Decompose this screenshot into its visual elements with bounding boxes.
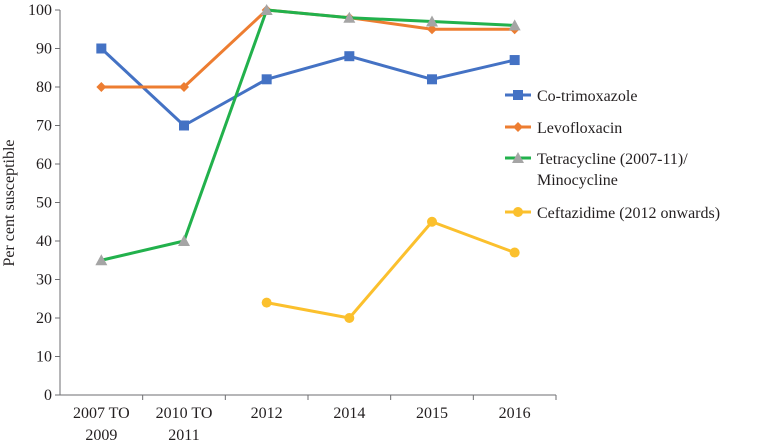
x-tick-label: 2014 [333,405,365,422]
chart-axes: 0 10 20 30 40 50 60 70 80 90 100 2007 TO 2009 2010 TO… [28,2,557,444]
legend-swatch-marker [513,122,523,132]
data-point [427,74,437,85]
series-line [100,8,515,262]
legend-item: Co-trimoxazole [505,88,637,105]
data-point [260,4,273,15]
data-point [261,297,272,308]
y-tick-label: 50 [36,195,52,212]
legend-item: Ceftazidime (2012 onwards) [505,205,720,222]
y-tick-label: 80 [36,79,52,96]
x-tick-label: 2015 [416,405,448,422]
data-point [508,19,521,31]
data-point [179,120,189,131]
y-tick-label: 0 [44,387,52,404]
legend-swatch-marker [513,207,523,217]
series-3 [261,216,520,323]
legend-label: Tetracycline (2007-11)/Minocycline [537,151,688,189]
legend-swatch-marker [512,152,524,163]
y-tick-label: 30 [36,272,52,289]
legend-label: Ceftazidime (2012 onwards) [537,205,720,222]
chart-series [95,4,521,323]
data-point [344,51,355,62]
legend-label: Levofloxacin [537,120,622,137]
x-tick-label: 2007 TO 2009 [73,405,130,444]
data-point [509,247,520,258]
data-point [344,313,355,323]
y-tick-label: 70 [36,118,52,135]
y-tick-label: 40 [36,233,52,250]
data-point [427,24,437,35]
chart-legend: Co-trimoxazole Levofloxacin Tetracycline (… [505,88,720,222]
data-point [261,74,272,85]
y-tick-label: 20 [36,310,52,327]
series-2 [95,4,521,266]
x-tick-label: 2012 [251,405,283,422]
data-point [343,11,356,23]
data-point [96,43,107,54]
y-tick-label: 100 [28,2,52,19]
series-1 [96,5,520,92]
legend-label: Co-trimoxazole [537,88,637,105]
data-point [178,235,190,246]
data-point [179,82,189,92]
data-point [427,216,437,227]
data-point [95,254,108,266]
data-point [426,15,438,27]
y-tick-label: 60 [36,156,52,173]
legend-item: Tetracycline (2007-11)/Minocycline [505,151,688,189]
y-axis-label: Per cent susceptible [1,139,18,266]
series-0 [96,43,520,131]
x-tick-label: 2010 TO 2011 [156,405,213,444]
series-line [100,47,516,127]
x-tick-label: 2016 [499,405,531,422]
data-point [96,82,107,92]
legend-item: Levofloxacin [505,120,622,137]
data-point [509,55,520,66]
y-tick-label: 10 [36,349,52,366]
y-tick-label: 90 [36,41,52,58]
legend-swatch-marker [513,90,523,100]
series-line [266,220,516,320]
